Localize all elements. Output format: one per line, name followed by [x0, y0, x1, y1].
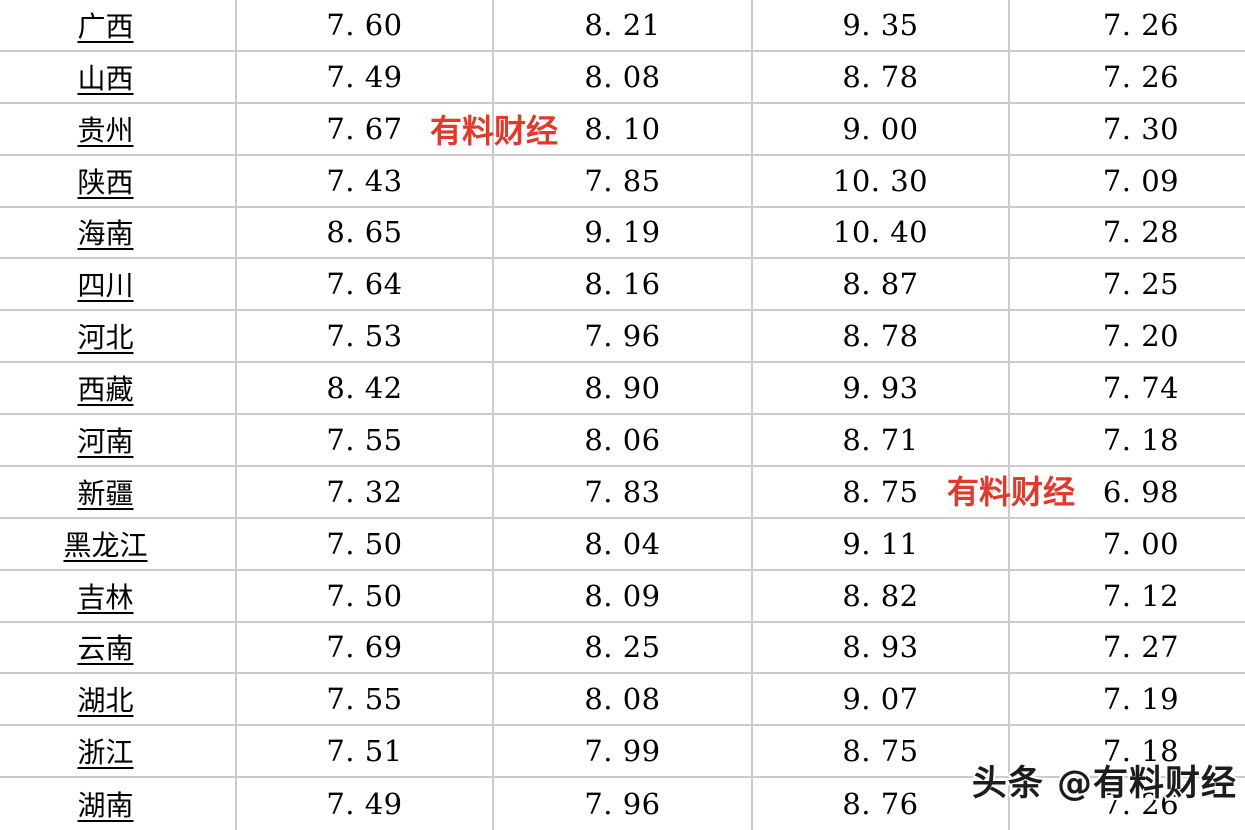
- province-link[interactable]: 陕西: [0, 155, 237, 208]
- price-value: 8. 93: [753, 622, 1010, 675]
- price-value: 9. 93: [753, 363, 1010, 415]
- price-value: 7. 49: [237, 51, 494, 104]
- price-value: 7. 83: [494, 466, 753, 519]
- province-link[interactable]: 贵州: [0, 103, 237, 156]
- province-label[interactable]: 河南: [77, 424, 134, 458]
- price-value: 8. 25: [494, 622, 753, 675]
- price-value: 8. 06: [494, 415, 753, 467]
- price-value: 7. 32: [237, 466, 494, 519]
- price-value: 7. 96: [494, 778, 753, 830]
- province-label[interactable]: 贵州: [77, 113, 134, 147]
- price-value: 7. 53: [237, 311, 494, 364]
- price-value: 7. 50: [237, 518, 494, 571]
- province-label[interactable]: 黑龙江: [63, 528, 148, 562]
- price-value: 10. 30: [753, 155, 1010, 208]
- province-link[interactable]: 吉林: [0, 570, 237, 623]
- price-value: 8. 75: [753, 726, 1010, 779]
- price-value: 8. 10: [494, 103, 753, 156]
- price-value: 9. 07: [753, 674, 1010, 727]
- price-value: 8. 87: [753, 259, 1010, 312]
- price-value: 8. 71: [753, 415, 1010, 467]
- price-value: 10. 40: [753, 207, 1010, 260]
- price-value: 9. 35: [753, 0, 1010, 52]
- price-value: 9. 00: [753, 103, 1010, 156]
- price-value: 7. 64: [237, 259, 494, 312]
- province-link[interactable]: 云南: [0, 622, 237, 675]
- price-value: 7. 26: [1010, 0, 1245, 52]
- province-link[interactable]: 湖北: [0, 674, 237, 727]
- price-value: 9. 19: [494, 207, 753, 260]
- price-value: 7. 99: [494, 726, 753, 779]
- price-value: 7. 18: [1010, 415, 1245, 467]
- price-value: 8. 08: [494, 674, 753, 727]
- price-value: 8. 08: [494, 51, 753, 104]
- price-value: 8. 78: [753, 51, 1010, 104]
- price-value: 8. 09: [494, 570, 753, 623]
- price-value: 8. 75: [753, 466, 1010, 519]
- province-link[interactable]: 西藏: [0, 363, 237, 415]
- province-link[interactable]: 湖南: [0, 778, 237, 830]
- price-value: 7. 49: [237, 778, 494, 830]
- price-value: 8. 78: [753, 311, 1010, 364]
- price-value: 7. 25: [1010, 259, 1245, 312]
- price-value: 7. 55: [237, 415, 494, 467]
- province-link[interactable]: 山西: [0, 51, 237, 104]
- province-link[interactable]: 广西: [0, 0, 237, 52]
- province-link[interactable]: 四川: [0, 259, 237, 312]
- province-label[interactable]: 云南: [77, 632, 134, 666]
- price-value: 7. 19: [1010, 674, 1245, 727]
- province-label[interactable]: 吉林: [77, 580, 134, 614]
- price-value: 7. 18: [1010, 726, 1245, 779]
- price-value: 7. 00: [1010, 519, 1245, 571]
- province-link[interactable]: 河南: [0, 415, 237, 467]
- price-value: 8. 76: [753, 778, 1010, 830]
- province-label[interactable]: 浙江: [77, 736, 134, 770]
- province-label[interactable]: 新疆: [77, 476, 134, 510]
- province-link[interactable]: 新疆: [0, 466, 237, 519]
- province-link[interactable]: 河北: [0, 311, 237, 364]
- province-label[interactable]: 山西: [77, 61, 134, 95]
- price-value: 7. 60: [237, 0, 494, 52]
- province-link[interactable]: 黑龙江: [0, 518, 237, 571]
- price-value: 7. 50: [237, 570, 494, 623]
- price-value: 8. 90: [494, 363, 753, 415]
- price-value: 6. 98: [1010, 467, 1245, 519]
- province-label[interactable]: 海南: [77, 217, 134, 251]
- price-value: 8. 82: [753, 570, 1010, 623]
- price-value: 7. 51: [237, 726, 494, 779]
- price-value: 7. 12: [1010, 571, 1245, 623]
- price-value: 7. 85: [494, 155, 753, 208]
- price-value: 7. 67: [237, 103, 494, 156]
- province-label[interactable]: 河北: [77, 321, 134, 355]
- price-value: 8. 04: [494, 518, 753, 571]
- price-value: 8. 42: [237, 363, 494, 415]
- price-value: 7. 55: [237, 674, 494, 727]
- price-value: 9. 11: [753, 518, 1010, 571]
- price-value: 7. 96: [494, 311, 753, 364]
- province-label[interactable]: 湖南: [77, 789, 134, 823]
- price-value: 7. 20: [1010, 311, 1245, 364]
- province-label[interactable]: 湖北: [77, 684, 134, 718]
- price-value: 7. 69: [237, 622, 494, 675]
- price-value: 7. 09: [1010, 156, 1245, 208]
- price-value: 8. 65: [237, 207, 494, 260]
- price-value: 7. 30: [1010, 104, 1245, 156]
- price-value: 7. 27: [1010, 623, 1245, 675]
- price-value: 7. 26: [1102, 787, 1180, 822]
- province-link[interactable]: 海南: [0, 207, 237, 260]
- price-value: 7. 28: [1010, 208, 1245, 260]
- province-link[interactable]: 浙江: [0, 726, 237, 779]
- province-label[interactable]: 陕西: [77, 165, 134, 199]
- province-label[interactable]: 西藏: [77, 373, 134, 407]
- price-value: 8. 21: [494, 0, 753, 52]
- price-value: 7. 74: [1010, 363, 1245, 415]
- price-value: 7. 43: [237, 155, 494, 208]
- province-label[interactable]: 四川: [77, 269, 134, 303]
- province-label[interactable]: 广西: [77, 9, 134, 43]
- price-value: 7. 26: [1010, 52, 1245, 104]
- price-value: 8. 16: [494, 259, 753, 312]
